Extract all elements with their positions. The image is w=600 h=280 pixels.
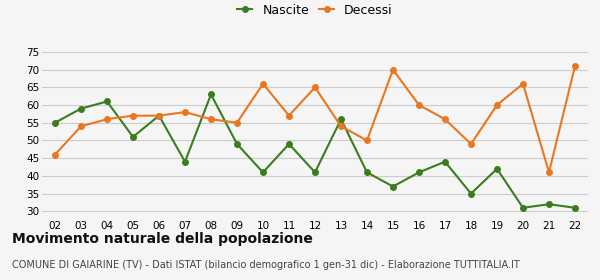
Decessi [52, 153, 59, 156]
Legend: Nascite, Decessi: Nascite, Decessi [232, 0, 398, 22]
Decessi [103, 118, 110, 121]
Nascite [364, 171, 371, 174]
Decessi [571, 64, 578, 68]
Nascite [181, 160, 188, 164]
Nascite [233, 142, 241, 146]
Decessi [467, 142, 475, 146]
Decessi [286, 114, 293, 117]
Decessi [233, 121, 241, 124]
Nascite [52, 121, 59, 124]
Decessi [208, 118, 215, 121]
Decessi [77, 125, 85, 128]
Decessi [493, 103, 500, 107]
Decessi [311, 86, 319, 89]
Nascite [155, 114, 163, 117]
Decessi [364, 139, 371, 142]
Nascite [259, 171, 266, 174]
Decessi [181, 110, 188, 114]
Decessi [545, 171, 553, 174]
Nascite [208, 93, 215, 96]
Decessi [259, 82, 266, 85]
Nascite [130, 135, 137, 139]
Decessi [337, 125, 344, 128]
Decessi [415, 103, 422, 107]
Nascite [442, 160, 449, 164]
Nascite [493, 167, 500, 171]
Nascite [311, 171, 319, 174]
Text: COMUNE DI GAIARINE (TV) - Dati ISTAT (bilancio demografico 1 gen-31 dic) - Elabo: COMUNE DI GAIARINE (TV) - Dati ISTAT (bi… [12, 260, 520, 270]
Line: Decessi: Decessi [52, 63, 578, 175]
Nascite [389, 185, 397, 188]
Nascite [286, 142, 293, 146]
Nascite [337, 118, 344, 121]
Decessi [520, 82, 527, 85]
Decessi [130, 114, 137, 117]
Decessi [389, 68, 397, 71]
Decessi [442, 118, 449, 121]
Nascite [571, 206, 578, 209]
Text: Movimento naturale della popolazione: Movimento naturale della popolazione [12, 232, 313, 246]
Line: Nascite: Nascite [52, 92, 578, 211]
Nascite [545, 202, 553, 206]
Nascite [103, 100, 110, 103]
Nascite [415, 171, 422, 174]
Decessi [155, 114, 163, 117]
Nascite [77, 107, 85, 110]
Nascite [467, 192, 475, 195]
Nascite [520, 206, 527, 209]
